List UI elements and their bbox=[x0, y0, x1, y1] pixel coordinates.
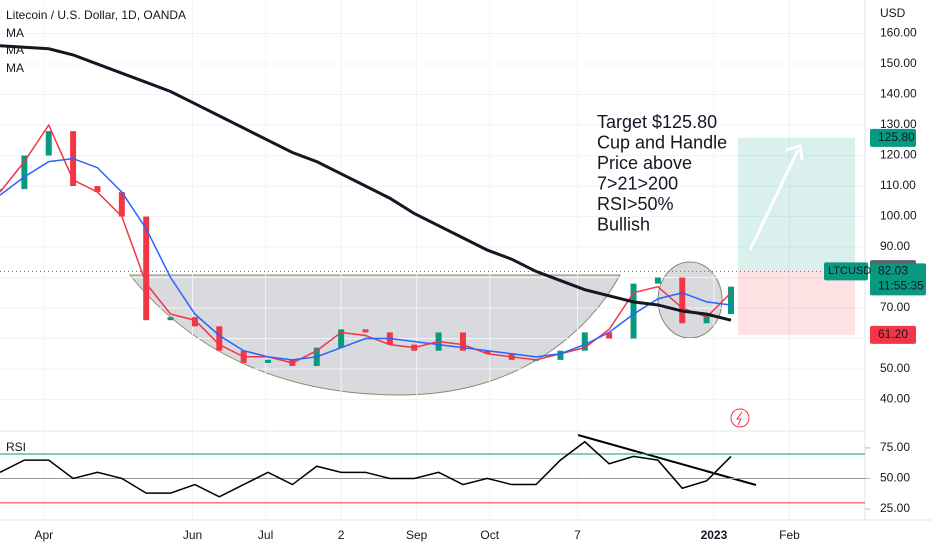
x-tick-label: Jun bbox=[183, 528, 202, 542]
candle bbox=[143, 216, 150, 321]
event-icon-bolt bbox=[736, 411, 743, 426]
y-tick-label: 130.00 bbox=[880, 117, 917, 131]
target-zone bbox=[738, 137, 855, 270]
y-tick-label: 25.00 bbox=[880, 501, 910, 515]
price-tag-label: 125.80 bbox=[878, 130, 915, 144]
y-tick-label: 75.00 bbox=[880, 440, 910, 454]
price-tag-label: 61.20 bbox=[878, 327, 908, 341]
event-icon[interactable] bbox=[730, 408, 750, 428]
y-tick-label: 50.00 bbox=[880, 471, 910, 485]
annotation: Price above bbox=[597, 153, 692, 173]
annotation: Target $125.80 bbox=[597, 112, 717, 132]
candle bbox=[606, 332, 613, 339]
candle bbox=[630, 283, 637, 339]
rsi-title: RSI bbox=[6, 440, 26, 454]
candle bbox=[21, 155, 28, 190]
plot bbox=[0, 0, 865, 520]
candle bbox=[654, 277, 661, 284]
symbol-label: LTCUSD bbox=[828, 265, 871, 277]
last-price-label: 82.03 bbox=[878, 263, 908, 277]
candle bbox=[118, 192, 125, 217]
y-tick-label: 160.00 bbox=[880, 26, 917, 40]
ma-label: MA bbox=[6, 43, 24, 57]
cup bbox=[128, 274, 621, 396]
candle bbox=[191, 317, 198, 327]
y-tick-label: 150.00 bbox=[880, 56, 917, 70]
y-tick-label: 120.00 bbox=[880, 148, 917, 162]
y-tick-label: 100.00 bbox=[880, 209, 917, 223]
y-tick-label: 110.00 bbox=[880, 178, 916, 192]
x-tick-label: 7 bbox=[574, 528, 581, 542]
ma-label: MA bbox=[6, 26, 24, 40]
axis-unit: USD bbox=[880, 6, 906, 20]
chart-title: Litecoin / U.S. Dollar, 1D, OANDA bbox=[6, 8, 186, 22]
target-arrow-head bbox=[785, 144, 804, 161]
candle bbox=[679, 277, 686, 324]
y-tick-label: 40.00 bbox=[880, 392, 910, 406]
line-series bbox=[0, 157, 732, 361]
candle bbox=[94, 186, 101, 193]
x-tick-label: Sep bbox=[406, 528, 428, 542]
rsi-trendline bbox=[577, 434, 757, 486]
candle bbox=[581, 332, 588, 351]
candle bbox=[484, 350, 491, 354]
candle bbox=[45, 131, 52, 156]
symbol-tag bbox=[824, 262, 868, 281]
candle bbox=[216, 326, 223, 351]
candle bbox=[459, 332, 466, 351]
y-tick-label: 90.00 bbox=[880, 239, 910, 253]
ma-label: MA bbox=[6, 61, 24, 75]
candle bbox=[338, 329, 345, 348]
annotation: Bullish bbox=[597, 214, 650, 234]
candle bbox=[703, 314, 710, 324]
x-tick-label: 2023 bbox=[701, 528, 728, 542]
price-tag bbox=[870, 128, 916, 147]
line-series bbox=[0, 123, 732, 364]
candle bbox=[557, 350, 564, 360]
x-tick-label: Feb bbox=[779, 528, 800, 542]
y-tick-label: 140.00 bbox=[880, 87, 917, 101]
candle bbox=[265, 359, 272, 363]
candle bbox=[362, 329, 369, 333]
handle bbox=[657, 261, 723, 339]
x-tick-label: Jul bbox=[258, 528, 273, 542]
countdown: 11:55:35 bbox=[878, 278, 924, 292]
price-tag bbox=[870, 325, 916, 344]
line-series bbox=[0, 44, 732, 322]
annotation: 7>21>200 bbox=[597, 173, 678, 193]
x-tick-label: Apr bbox=[35, 528, 54, 542]
candle bbox=[727, 286, 734, 315]
x-tick-label: Oct bbox=[480, 528, 499, 542]
annotation: RSI>50% bbox=[597, 194, 674, 214]
x-tick-label: 2 bbox=[338, 528, 345, 542]
last-price-tag bbox=[870, 263, 926, 296]
candle bbox=[167, 317, 174, 321]
annotation: Cup and Handle bbox=[597, 132, 727, 152]
line-series bbox=[0, 440, 732, 498]
target-arrow bbox=[748, 149, 800, 251]
y-tick-label: 50.00 bbox=[880, 361, 910, 375]
y-tick-label: 70.00 bbox=[880, 300, 910, 314]
